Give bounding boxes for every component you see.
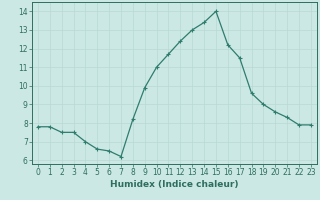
X-axis label: Humidex (Indice chaleur): Humidex (Indice chaleur) <box>110 180 239 189</box>
